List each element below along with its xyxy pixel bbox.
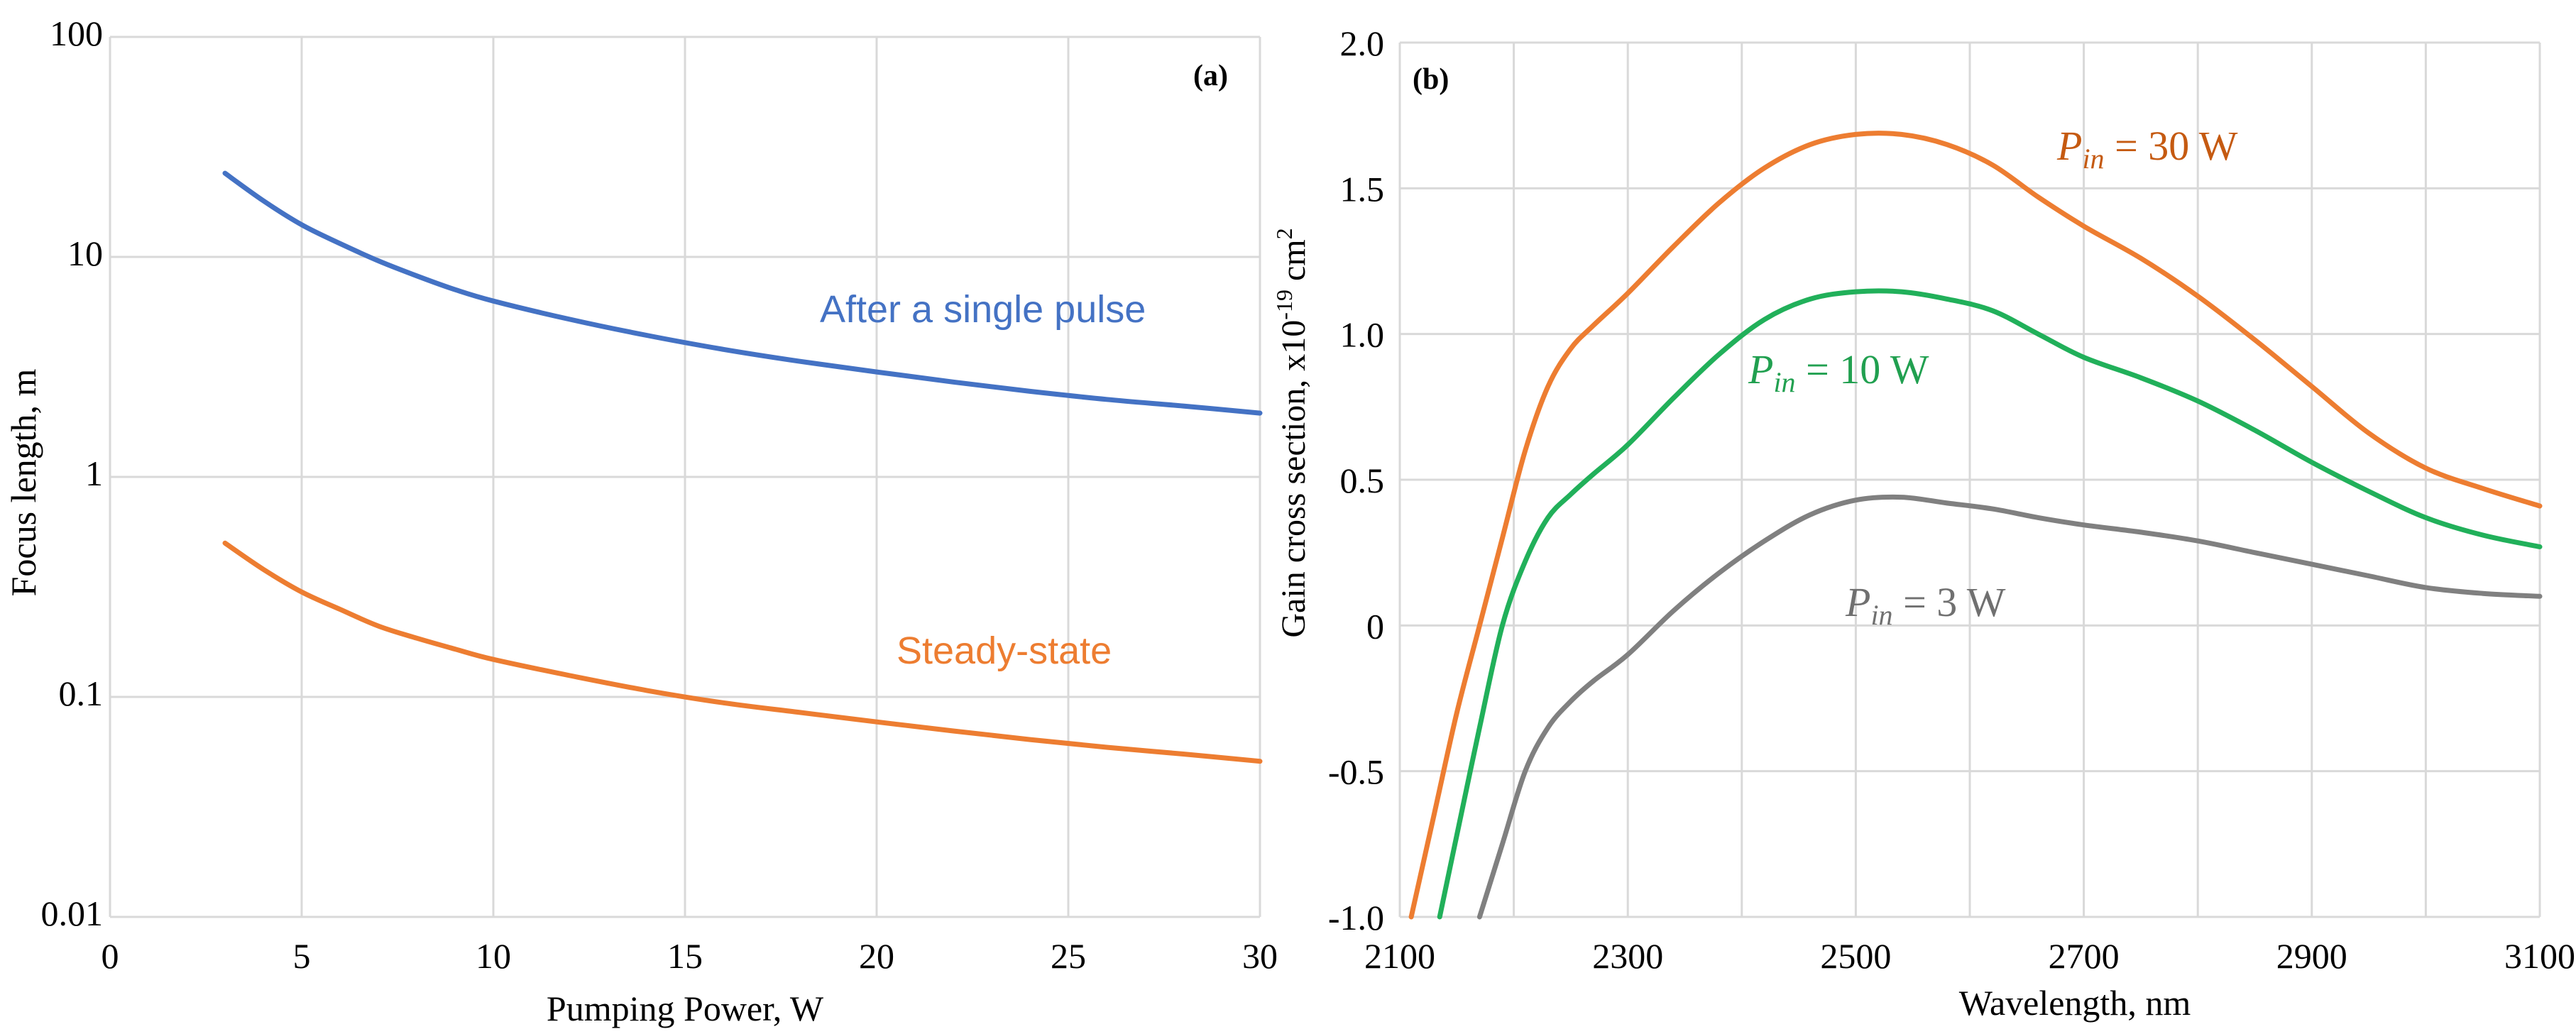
series-label-steady-state: Steady-state: [897, 629, 1112, 672]
series-label-10w-rest: = 10 W: [1796, 346, 1929, 392]
panel-b-y-axis-label-main: Gain cross section, x10: [1275, 320, 1312, 638]
panel-a-series-line-1: [222, 540, 1263, 764]
panel-a: 0 5 10 15 20 25 30 0.01 0.1 1 10 100 (a) After a si…: [4, 13, 1278, 1028]
panel-a-y-tick-label: 1: [85, 453, 103, 493]
panel-b-y-tick-label: 1.5: [1340, 169, 1385, 209]
panel-a-y-axis-label: Focus length, m: [4, 368, 43, 596]
panel-b-x-tick-label: 2700: [2049, 936, 2120, 976]
panel-a-grid: [109, 35, 1261, 918]
panel-b-grid: [1398, 41, 2541, 918]
panel-b-label: (b): [1413, 63, 1449, 96]
panel-a-x-tick-label: 5: [293, 936, 311, 976]
series-label-10w: Pin = 10 W: [1748, 346, 1929, 398]
series-label-3w-p: P: [1845, 579, 1870, 625]
panel-a-x-tick-label: 15: [667, 936, 703, 976]
panel-b-series-line-1: [1437, 288, 2543, 920]
panel-a-y-tick-label: 100: [50, 13, 103, 53]
panel-b-y-axis-label-unit-exp: 2: [1271, 228, 1297, 239]
panel-b-y-tick-label: -0.5: [1328, 752, 1384, 792]
panel-b-y-tick-label: 0: [1366, 606, 1384, 646]
panel-b-y-tick-label: 1.0: [1340, 315, 1385, 355]
panel-a-ticks: 0 5 10 15 20 25 30 0.01 0.1 1 10 100: [41, 13, 1278, 976]
panel-a-y-tick-label: 0.1: [59, 673, 104, 713]
panel-b-series-line-2: [1476, 494, 2543, 920]
panel-b-ticks: 2100 2300 2500 2700 2900 3100 -1.0 -0.5 0 0.5 1.0 1…: [1328, 23, 2575, 976]
panel-a-x-axis-label: Pumping Power, W: [547, 989, 824, 1028]
series-label-30w-sub: in: [2082, 143, 2104, 175]
panel-b-x-axis-label: Wavelength, nm: [1959, 983, 2191, 1023]
panel-b-y-axis-label-unit: cm: [1275, 239, 1312, 290]
panel-b-y-tick-label: 2.0: [1340, 23, 1385, 63]
panel-a-x-tick-label: 0: [102, 936, 119, 976]
panel-b-series-line-0: [1408, 131, 2543, 920]
panel-b: 2100 2300 2500 2700 2900 3100 -1.0 -0.5 0 0.5 1.0 1…: [1271, 23, 2575, 1023]
panel-b-y-tick-label: -1.0: [1328, 898, 1384, 937]
panel-a-series: [222, 170, 1263, 764]
panel-b-x-tick-label: 2100: [1364, 936, 1435, 976]
panel-b-y-axis-label: Gain cross section, x10-19 cm2: [1271, 228, 1312, 637]
panel-a-y-tick-label: 0.01: [41, 893, 104, 933]
series-label-30w-p: P: [2056, 123, 2082, 169]
panel-b-y-tick-label: 0.5: [1340, 461, 1385, 500]
series-label-30w-rest: = 30 W: [2105, 123, 2238, 169]
series-label-3w-sub: in: [1870, 599, 1892, 631]
series-label-10w-sub: in: [1773, 366, 1795, 398]
series-label-single-pulse: After a single pulse: [820, 288, 1146, 331]
panel-a-x-tick-label: 10: [476, 936, 511, 976]
panel-b-x-tick-label: 3100: [2504, 936, 2575, 976]
series-label-3w: Pin = 3 W: [1845, 579, 2006, 631]
series-label-3w-rest: = 3 W: [1893, 579, 2006, 625]
panel-b-x-tick-label: 2300: [1592, 936, 1663, 976]
series-label-10w-p: P: [1748, 346, 1773, 392]
panel-b-x-tick-label: 2900: [2276, 936, 2347, 976]
panel-b-y-axis-label-exp: -19: [1271, 290, 1297, 320]
panel-a-y-tick-label: 10: [67, 233, 103, 273]
panel-a-x-tick-label: 30: [1242, 936, 1278, 976]
panel-b-series: [1408, 131, 2543, 920]
panel-a-series-line-0: [222, 170, 1263, 416]
panel-b-x-tick-label: 2500: [1820, 936, 1891, 976]
panel-a-x-tick-label: 20: [859, 936, 894, 976]
panel-a-x-tick-label: 25: [1051, 936, 1086, 976]
panel-a-label: (a): [1193, 60, 1228, 92]
series-label-30w: Pin = 30 W: [2056, 123, 2238, 175]
